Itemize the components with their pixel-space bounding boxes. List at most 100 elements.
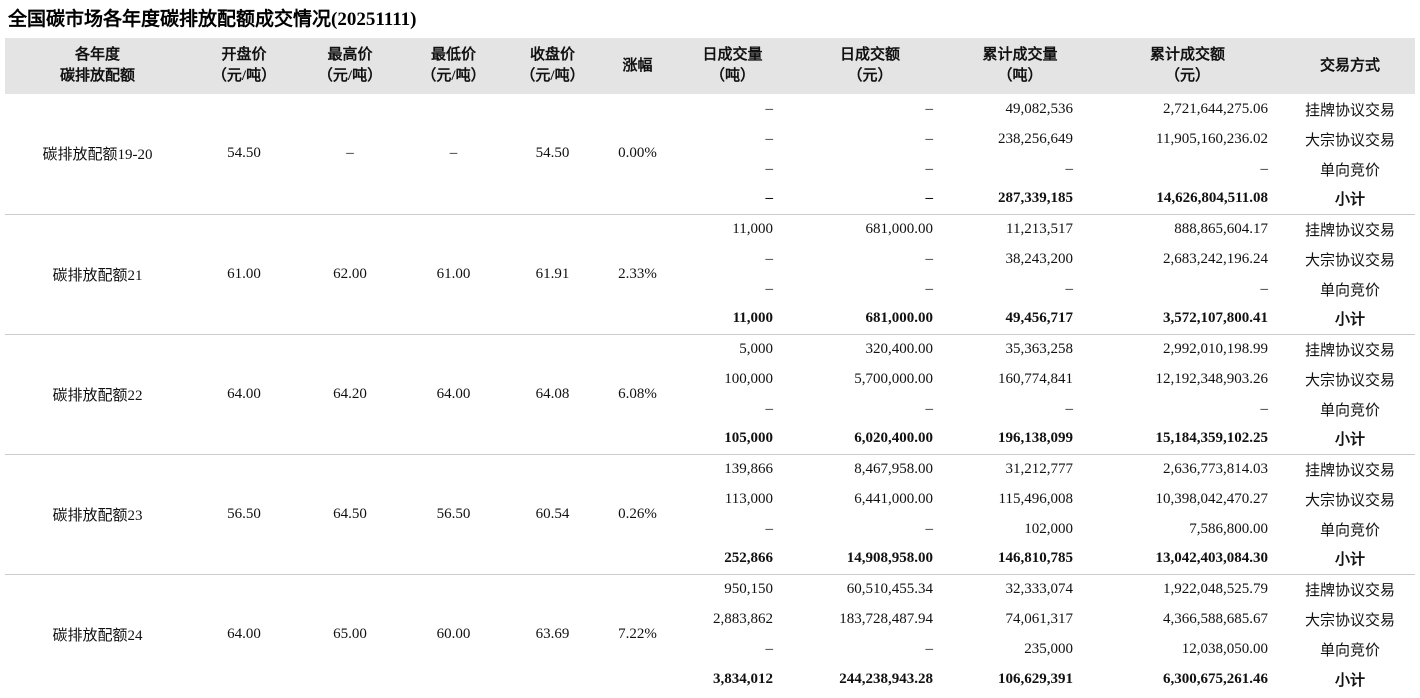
allowance-name: 碳排放配额24 xyxy=(5,573,190,694)
open-price: 61.00 xyxy=(190,213,298,334)
close-price: 54.50 xyxy=(535,145,570,162)
cum-amount-cell: 12,192,348,903.26 xyxy=(1155,370,1269,387)
table-row: 碳排放配额21 61.00 62.00 61.00 61.91 2.33% 11,000 68… xyxy=(5,213,1415,334)
cum-amount-cell: 7,586,800.00 xyxy=(1189,520,1268,537)
col-header-daily-amount: 日成交额 （元） xyxy=(790,38,950,94)
daily-amount-cell: 244,238,943.28 xyxy=(839,670,933,687)
cum-volume-cell: 11,213,517 xyxy=(950,213,1090,244)
trade-method-cell: 小计 xyxy=(1334,432,1365,449)
cum-volume-cell: 235,000 xyxy=(1024,640,1073,657)
trade-method-cell: 挂牌协议交易 xyxy=(1285,453,1415,484)
cum-amount-cell: 14,626,804,511.08 xyxy=(1156,190,1268,207)
high-price: 65.00 xyxy=(298,573,402,694)
daily-volume-cell: 2,883,862 xyxy=(713,610,773,627)
daily-amount-cell: – xyxy=(925,280,934,297)
trade-method-cell: 小计 xyxy=(1334,552,1365,569)
cum-volume-cell: 238,256,649 xyxy=(998,130,1073,147)
low-price: 61.00 xyxy=(402,213,505,334)
trade-method-cell: 单向竞价 xyxy=(1319,162,1380,179)
cum-amount-cell: 2,721,644,275.06 xyxy=(1163,100,1268,117)
table-row: – – 38,243,200 2,683,242,196.24 大宗协议交易 xyxy=(5,244,1415,274)
trade-method-cell: 单向竞价 xyxy=(1319,522,1380,539)
cum-volume-cell: – xyxy=(1065,160,1074,177)
trade-method-cell: 小计 xyxy=(1334,192,1365,209)
daily-volume-cell: 11,000 xyxy=(732,310,773,327)
subtotal-row: – – 287,339,185 14,626,804,511.08 小计 xyxy=(5,184,1415,214)
high-price: 62.00 xyxy=(298,213,402,334)
page-title: 全国碳市场各年度碳排放配额成交情况(20251111) xyxy=(8,9,417,30)
cum-amount-cell: 2,683,242,196.24 xyxy=(1163,250,1268,267)
low-price: – xyxy=(449,145,458,162)
daily-volume-cell: – xyxy=(765,190,774,207)
cum-amount-cell: – xyxy=(1260,400,1269,417)
table-row: – – 102,000 7,586,800.00 单向竞价 xyxy=(5,514,1415,544)
table-row: 碳排放配额24 64.00 65.00 60.00 63.69 7.22% 950,150 6… xyxy=(5,573,1415,694)
daily-amount-cell: 320,400.00 xyxy=(790,333,950,364)
daily-volume-cell: 11,000 xyxy=(675,213,790,244)
table-row: 碳排放配额19-20 54.50 – – 54.50 0.00% – – 49,082,536 2… xyxy=(5,94,1415,164)
trade-method-cell: 小计 xyxy=(1334,312,1365,329)
cum-amount-cell: 15,184,359,102.25 xyxy=(1155,430,1269,447)
trade-method-cell: 大宗协议交易 xyxy=(1304,372,1395,389)
cum-amount-cell: 11,905,160,236.02 xyxy=(1156,130,1268,147)
table-row: – – – – 单向竞价 xyxy=(5,394,1415,424)
cum-amount-cell: 1,922,048,525.79 xyxy=(1090,573,1285,604)
cum-volume-cell: 196,138,099 xyxy=(998,430,1073,447)
change-pct: 2.33% xyxy=(600,213,675,334)
col-header-high: 最高价 （元/吨） xyxy=(298,38,402,94)
subtotal-row: 105,000 6,020,400.00 196,138,099 15,184,359… xyxy=(5,424,1415,454)
cum-volume-cell: 74,061,317 xyxy=(1005,610,1074,627)
high-price: 64.20 xyxy=(298,333,402,454)
allowance-name: 碳排放配额23 xyxy=(5,453,190,574)
cum-amount-cell: 6,300,675,261.46 xyxy=(1163,670,1268,687)
cum-amount-cell: 888,865,604.17 xyxy=(1090,213,1285,244)
col-header-method: 交易方式 xyxy=(1285,38,1415,94)
col-header-open: 开盘价 （元/吨） xyxy=(190,38,298,94)
table-body: 碳排放配额19-20 54.50 – – 54.50 0.00% – – 49,082,536 2… xyxy=(5,94,1415,694)
daily-volume-cell: 950,150 xyxy=(675,573,790,604)
daily-amount-cell: – xyxy=(925,400,934,417)
allowance-table: 各年度 碳排放配额 开盘价 （元/吨） 最高价 （元/吨） 最低价 （元/吨） 收盘价（… xyxy=(5,38,1415,694)
cum-amount-cell: 3,572,107,800.41 xyxy=(1163,310,1268,327)
daily-amount-cell: 5,700,000.00 xyxy=(854,370,933,387)
daily-amount-cell: – xyxy=(925,250,934,267)
low-price: 64.00 xyxy=(402,333,505,454)
daily-volume-cell: 113,000 xyxy=(724,490,773,507)
cum-volume-cell: 31,212,777 xyxy=(950,453,1090,484)
table-row: 113,000 6,441,000.00 115,496,008 10,398,042… xyxy=(5,484,1415,514)
table-row: 2,883,862 183,728,487.94 74,061,317 4,366,5… xyxy=(5,604,1415,634)
daily-amount-cell: – xyxy=(925,520,934,537)
daily-amount-cell: 183,728,487.94 xyxy=(839,610,933,627)
allowance-name: 碳排放配额22 xyxy=(5,333,190,454)
daily-amount-cell: – xyxy=(925,640,934,657)
col-header-close: 收盘价 （元/吨） xyxy=(505,38,600,94)
daily-amount-cell: – xyxy=(925,130,934,147)
daily-volume-cell: 100,000 xyxy=(724,370,773,387)
trade-method-cell: 大宗协议交易 xyxy=(1304,612,1395,629)
daily-volume-cell: 105,000 xyxy=(724,430,773,447)
table-row: – – – – 单向竞价 xyxy=(5,154,1415,184)
cum-volume-cell: 115,496,008 xyxy=(998,490,1073,507)
trade-method-cell: 挂牌协议交易 xyxy=(1285,573,1415,604)
cum-volume-cell: 35,363,258 xyxy=(950,333,1090,364)
table-row: 碳排放配额23 56.50 64.50 56.50 60.54 0.26% 139,866 8… xyxy=(5,453,1415,574)
daily-amount-cell: 681,000.00 xyxy=(865,310,934,327)
cum-volume-cell: 287,339,185 xyxy=(998,190,1073,207)
daily-amount-cell: – xyxy=(925,190,934,207)
change-pct: 0.26% xyxy=(600,453,675,574)
cum-volume-cell: 102,000 xyxy=(1024,520,1073,537)
daily-volume-cell: 139,866 xyxy=(675,453,790,484)
table-header-row: 各年度 碳排放配额 开盘价 （元/吨） 最高价 （元/吨） 最低价 （元/吨） 收盘价（… xyxy=(5,38,1415,94)
trade-method-cell: 大宗协议交易 xyxy=(1304,132,1395,149)
daily-volume-cell: – xyxy=(765,640,774,657)
col-header-cum-amount: 累计成交额 （元） xyxy=(1090,38,1285,94)
daily-amount-cell: – xyxy=(925,160,934,177)
trade-method-cell: 挂牌协议交易 xyxy=(1285,333,1415,364)
col-header-change: 涨幅 xyxy=(600,38,675,94)
allowance-name: 碳排放配额19-20 xyxy=(42,147,153,164)
report-page: 全国碳市场各年度碳排放配额成交情况(20251111) 各年度 碳排放配额 开盘价… xyxy=(0,4,1420,694)
daily-volume-cell: 252,866 xyxy=(724,550,773,567)
daily-amount-cell: 681,000.00 xyxy=(790,213,950,244)
open-price: 64.00 xyxy=(190,333,298,454)
subtotal-row: 252,866 14,908,958.00 146,810,785 13,042,40… xyxy=(5,544,1415,574)
